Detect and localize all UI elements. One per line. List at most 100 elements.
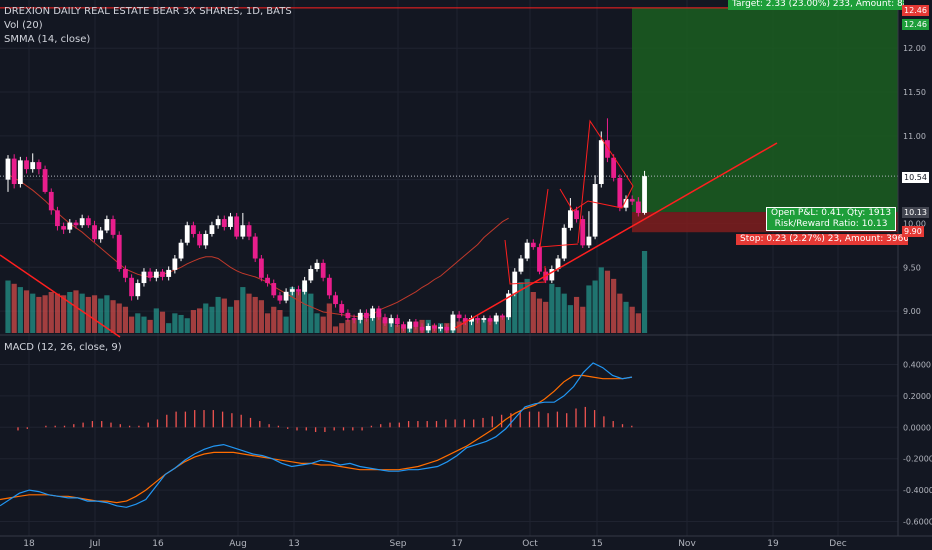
stop-label[interactable]: Stop: 0.23 (2.27%) 23, Amount: 3960.6: [736, 234, 908, 245]
pnl-label[interactable]: Open P&L: 0.41, Qty: 1913 Risk/Reward Ra…: [766, 207, 897, 231]
macd-signal-line: [0, 374, 633, 504]
candle-body: [413, 321, 419, 327]
price-tick-label: 9.50: [903, 263, 921, 272]
candle-body: [444, 326, 450, 331]
volume-bar: [611, 278, 617, 333]
volume-bar: [67, 292, 73, 333]
volume-bar: [302, 283, 308, 333]
time-tick-label: Sep: [390, 539, 407, 549]
volume-bar: [122, 306, 129, 333]
volume-bar: [5, 280, 11, 333]
volume-bar: [592, 280, 598, 333]
candle-body: [215, 219, 221, 226]
volume-bar: [234, 300, 240, 333]
candle-body: [42, 169, 48, 192]
candle-body: [289, 289, 295, 292]
candle-body: [407, 321, 413, 329]
price-tick-label: 11.00: [903, 132, 926, 141]
volume-bar: [116, 303, 122, 333]
candle-body: [345, 312, 351, 319]
candle-body: [197, 233, 202, 246]
candle-body: [592, 184, 598, 237]
volume-bar: [48, 292, 54, 333]
volume-indicator-label[interactable]: Vol (20): [4, 20, 43, 31]
volume-bar: [79, 293, 85, 333]
last-price-tag: 10.54: [902, 172, 929, 183]
volume-bar: [159, 311, 166, 333]
volume-bar: [184, 318, 190, 333]
candle-body: [73, 222, 79, 226]
volume-bar: [388, 323, 394, 333]
candles: [5, 118, 647, 333]
candle-body: [203, 233, 209, 246]
smma-indicator-label[interactable]: SMMA (14, close): [4, 34, 91, 45]
candle-body: [178, 242, 184, 259]
volume-bar: [351, 319, 357, 333]
volume-bar: [394, 324, 400, 333]
volume-bar: [536, 298, 543, 333]
candle-body: [258, 258, 264, 278]
time-tick-label: Aug: [229, 539, 247, 549]
volume-bar: [129, 316, 135, 333]
candle-body: [388, 318, 394, 324]
candle-body: [382, 317, 388, 324]
candle-body: [333, 295, 338, 305]
symbol-title[interactable]: DREXION DAILY REAL ESTATE BEAR 3X SHARES…: [4, 6, 292, 17]
volume-bar: [190, 310, 196, 333]
volume-bar: [135, 313, 141, 333]
candle-body: [234, 216, 240, 237]
volume-bar: [209, 306, 215, 333]
candle-body: [487, 318, 493, 322]
candle-body: [364, 312, 369, 319]
candle-body: [147, 271, 153, 278]
target-label[interactable]: Target: 2.33 (23.00%) 233, Amount: 885: [728, 0, 904, 10]
drawings[interactable]: [0, 119, 778, 338]
volume-bar: [604, 270, 611, 333]
candle-body: [283, 291, 289, 301]
candle-body: [351, 318, 357, 320]
smma-line: [7, 173, 509, 317]
volume-bar: [42, 295, 48, 333]
candle-body: [209, 225, 215, 234]
price-tick-label: 10.00: [903, 219, 926, 228]
pattern-drawing: [559, 119, 634, 244]
volume-bar: [475, 318, 481, 333]
volume-bar: [370, 316, 376, 333]
macd-tick-label: -0.2000: [903, 455, 932, 464]
candle-body: [425, 325, 431, 331]
volume-bar: [468, 318, 475, 333]
candle-body: [450, 314, 456, 331]
candle-body: [11, 158, 17, 185]
macd-pane: [0, 362, 633, 508]
macd-tick-label: 0.2000: [903, 392, 931, 401]
target-price-tag-2: 12.46: [902, 19, 929, 30]
macd-tick-label: 0.4000: [903, 361, 931, 370]
volume-bar: [382, 319, 388, 333]
candle-body: [567, 210, 573, 228]
candle-body: [30, 162, 36, 170]
candle-body: [512, 271, 518, 294]
volume-bar: [308, 293, 314, 333]
candle-body: [530, 242, 536, 248]
macd-indicator-label[interactable]: MACD (12, 26, close, 9): [4, 342, 122, 353]
candle-body: [339, 304, 345, 313]
volume-bar: [555, 287, 561, 333]
volume-bar: [320, 316, 326, 333]
volume-bar: [11, 283, 17, 333]
candle-body: [635, 201, 641, 213]
volume-bar: [23, 290, 30, 333]
volume-bar: [512, 283, 518, 333]
volume-bar: [524, 278, 530, 333]
risk-reward-zones[interactable]: [0, 7, 898, 233]
volume-bar: [462, 319, 468, 333]
volume-bar: [326, 303, 332, 333]
volume-bar: [141, 316, 147, 333]
candle-body: [265, 277, 270, 284]
volume-bar: [153, 308, 159, 333]
price-tick-label: 9.00: [903, 307, 921, 316]
stop-price-tag: 9.90: [902, 226, 924, 237]
macd-tick-label: 0.0000: [903, 423, 931, 432]
candle-body: [141, 271, 147, 284]
time-tick-label: 17: [451, 539, 462, 549]
